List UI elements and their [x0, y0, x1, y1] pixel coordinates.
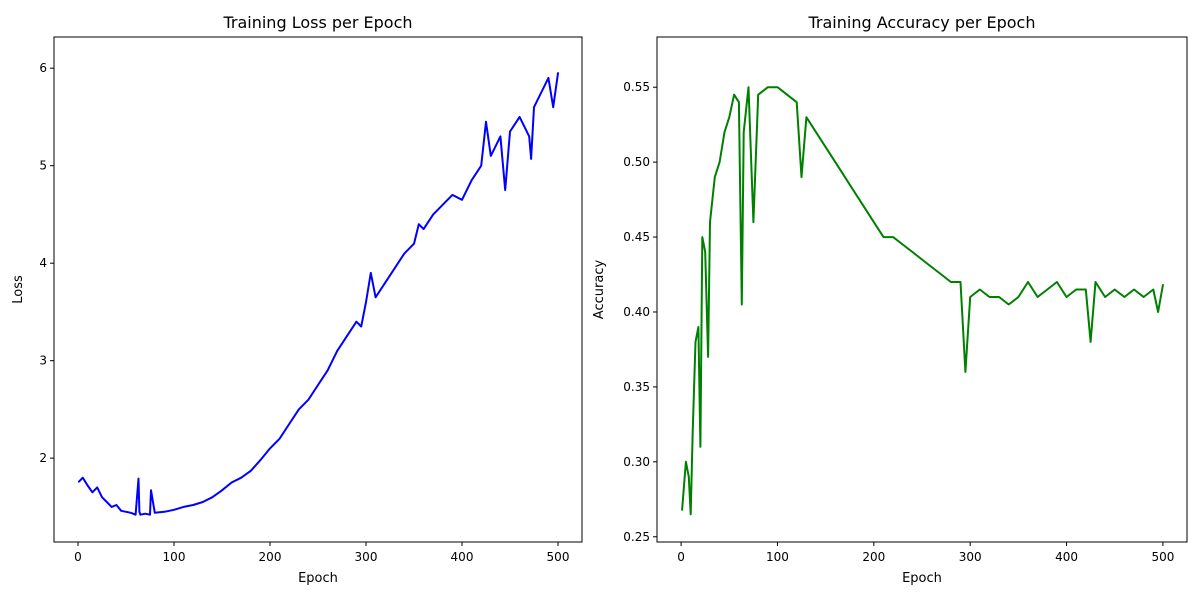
series-line: [78, 72, 559, 516]
y-tick-label: 3: [39, 354, 47, 368]
plot-frame: [656, 36, 1188, 543]
x-tick-label: 200: [259, 550, 282, 564]
x-tick-label: 400: [1055, 550, 1078, 564]
accuracy-chart: 0 100 200 300 400 500 0.25 0.30 0.35 0.40 0.45 0.50…: [592, 13, 1188, 586]
y-tick-label: 0.45: [623, 230, 650, 244]
y-tick-label: 0.55: [623, 80, 650, 94]
y-tick-label: 5: [39, 159, 47, 173]
y-axis-label: Accuracy: [592, 260, 607, 320]
chart-title: Training Loss per Epoch: [222, 13, 412, 32]
plot-frame: [53, 36, 583, 543]
x-tick-label: 0: [677, 550, 685, 564]
x-tick-label: 500: [1151, 550, 1174, 564]
y-tick-label: 2: [39, 451, 47, 465]
x-tick-label: 100: [766, 550, 789, 564]
y-tick-label: 0.35: [623, 380, 650, 394]
x-tick-label: 200: [862, 550, 885, 564]
y-axis-label: Loss: [11, 275, 26, 304]
x-tick-label: 100: [163, 550, 186, 564]
y-tick-label: 0.25: [623, 530, 650, 544]
x-tick-label: 400: [451, 550, 474, 564]
y-tick-label: 0.40: [623, 305, 650, 319]
y-tick-label: 0.30: [623, 455, 650, 469]
y-tick-label: 6: [39, 61, 47, 75]
x-axis-label: Epoch: [298, 571, 338, 586]
y-tick-label: 4: [39, 256, 47, 270]
loss-chart: 0 100 200 300 400 500 2 3 4 5 6 Training Loss per E…: [11, 13, 583, 586]
x-tick-label: 300: [959, 550, 982, 564]
series-line: [681, 86, 1164, 516]
y-tick-label: 0.50: [623, 155, 650, 169]
x-tick-label: 300: [355, 550, 378, 564]
x-axis-label: Epoch: [902, 571, 942, 586]
chart-title: Training Accuracy per Epoch: [807, 13, 1035, 32]
x-tick-label: 500: [547, 550, 570, 564]
x-tick-label: 0: [74, 550, 82, 564]
